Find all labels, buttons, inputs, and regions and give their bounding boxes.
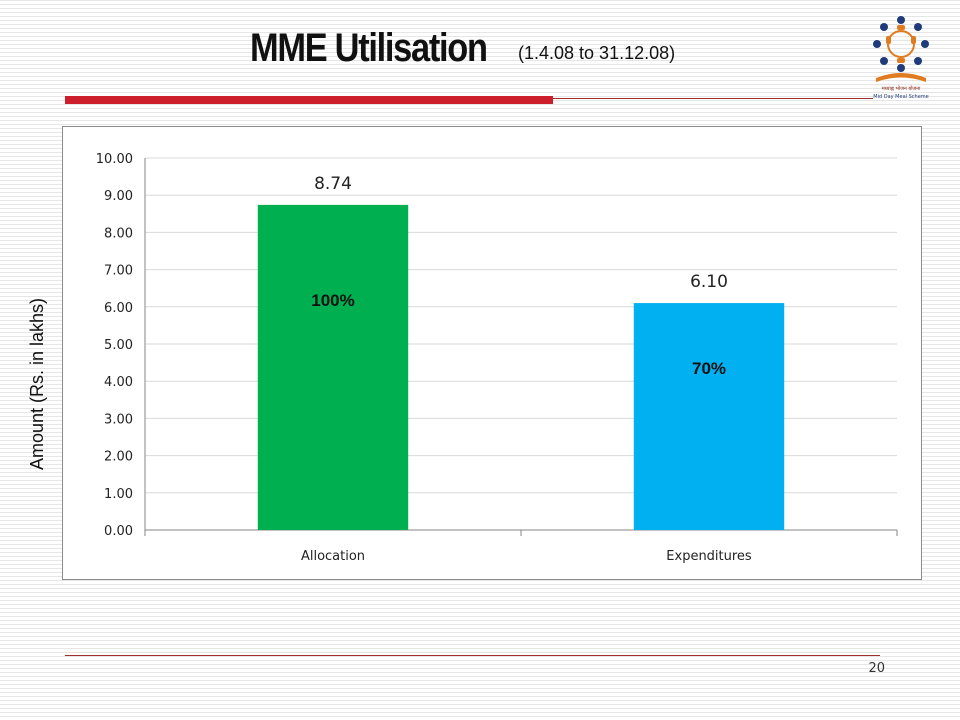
- logo-text-hindi: मध्याह्न भोजन योजना: [882, 85, 921, 92]
- y-tick-label: 7.00: [104, 264, 133, 279]
- x-tick-label: Expenditures: [666, 549, 752, 564]
- y-tick-label: 4.00: [104, 375, 133, 390]
- y-axis-label: Amount (Rs. in lakhs): [27, 297, 47, 470]
- slide-title-main: MME Utilisation: [250, 26, 488, 70]
- slide-title-date-range: (1.4.08 to 31.12.08): [518, 43, 676, 63]
- percent-label: 70%: [692, 359, 726, 378]
- y-tick-label: 2.00: [104, 450, 133, 465]
- y-tick-label: 3.00: [104, 412, 133, 427]
- logo-text-english: Mid Day Meal Scheme: [873, 94, 928, 100]
- x-tick-label: Allocation: [301, 549, 365, 564]
- data-label: 8.74: [314, 174, 352, 194]
- y-tick-label: 10.00: [96, 152, 133, 167]
- bar-expenditures: [633, 303, 785, 530]
- slide-title: MME Utilisation (1.4.08 to 31.12.08): [250, 26, 810, 86]
- page-number: 20: [868, 661, 885, 676]
- footer-rule: [65, 655, 880, 656]
- title-underline-rule: [553, 98, 873, 99]
- y-tick-label: 9.00: [104, 189, 133, 204]
- y-tick-label: 1.00: [104, 487, 133, 502]
- y-tick-label: 5.00: [104, 338, 133, 353]
- y-tick-label: 6.00: [104, 301, 133, 316]
- percent-label: 100%: [311, 291, 354, 310]
- title-underline-bar: [65, 96, 553, 104]
- bar-chart: 0.00 1.00 2.00 3.00 4.00 5.00 6.00 7.00 8.00 9.00…: [96, 152, 898, 564]
- bar-allocation: [257, 204, 409, 530]
- data-label: 6.10: [690, 272, 728, 292]
- y-tick-label: 0.00: [104, 524, 133, 539]
- y-tick-label: 8.00: [104, 226, 133, 241]
- mid-day-meal-scheme-logo-icon: मध्याह्न भोजन योजना Mid Day Meal Scheme: [873, 16, 929, 100]
